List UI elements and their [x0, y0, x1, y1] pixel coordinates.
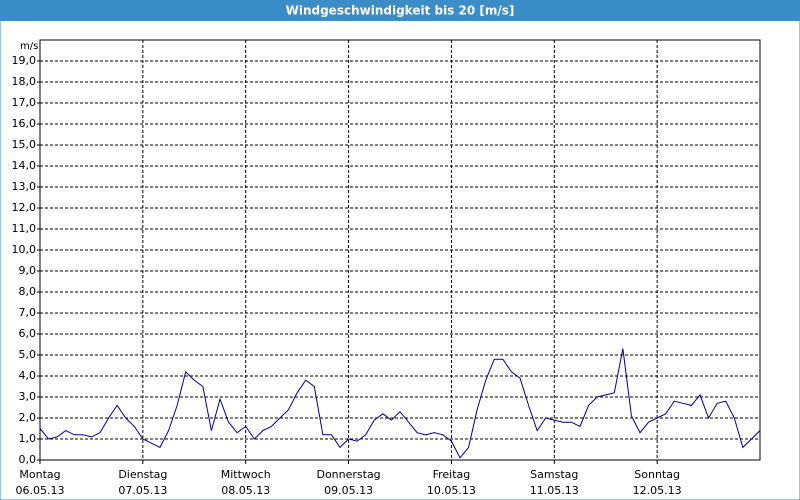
y-tick-label: 11,0 — [12, 222, 37, 235]
y-tick-label: 10,0 — [12, 243, 37, 256]
y-tick-label: 2,0 — [19, 411, 37, 424]
y-tick-label: 17,0 — [12, 96, 37, 109]
x-tick-date: 08.05.13 — [221, 484, 270, 497]
title-bar — [0, 0, 800, 21]
chart-title: Windgeschwindigkeit bis 20 [m/s] — [286, 4, 515, 18]
y-tick-label: 15,0 — [12, 138, 37, 151]
x-tick-date: 07.05.13 — [118, 484, 167, 497]
x-tick-label: Freitag — [433, 468, 471, 481]
x-tick-label: Sonntag — [634, 468, 680, 481]
y-tick-label: 8,0 — [19, 285, 37, 298]
x-tick-date: 12.05.13 — [633, 484, 682, 497]
y-tick-label: 18,0 — [12, 75, 37, 88]
x-tick-label: Samstag — [530, 468, 578, 481]
y-tick-label: 12,0 — [12, 201, 37, 214]
x-tick-date: 06.05.13 — [16, 484, 65, 497]
y-unit: m/s — [20, 41, 38, 52]
x-tick-label: Mittwoch — [221, 468, 271, 481]
plot-frame — [39, 39, 761, 461]
x-tick-date: 10.05.13 — [427, 484, 476, 497]
y-tick-label: 0,0 — [19, 453, 37, 466]
x-tick-date: 11.05.13 — [530, 484, 579, 497]
y-tick-label: 13,0 — [12, 180, 37, 193]
y-tick-label: 1,0 — [19, 432, 37, 445]
y-tick-label: 14,0 — [12, 159, 37, 172]
line-series — [39, 348, 761, 459]
y-tick-label: 6,0 — [19, 327, 37, 340]
y-tick-label: 19,0 — [12, 54, 37, 67]
y-tick-label: 4,0 — [19, 369, 37, 382]
x-tick-label: Donnerstag — [316, 468, 380, 481]
x-tick-label: Dienstag — [118, 468, 167, 481]
x-tick-label: Montag — [19, 468, 60, 481]
y-tick-label: 16,0 — [12, 117, 37, 130]
x-tick-date: 09.05.13 — [324, 484, 373, 497]
y-tick-label: 3,0 — [19, 390, 37, 403]
y-tick-label: 7,0 — [19, 306, 37, 319]
y-tick-label: 9,0 — [19, 264, 37, 277]
y-tick-label: 5,0 — [19, 348, 37, 361]
